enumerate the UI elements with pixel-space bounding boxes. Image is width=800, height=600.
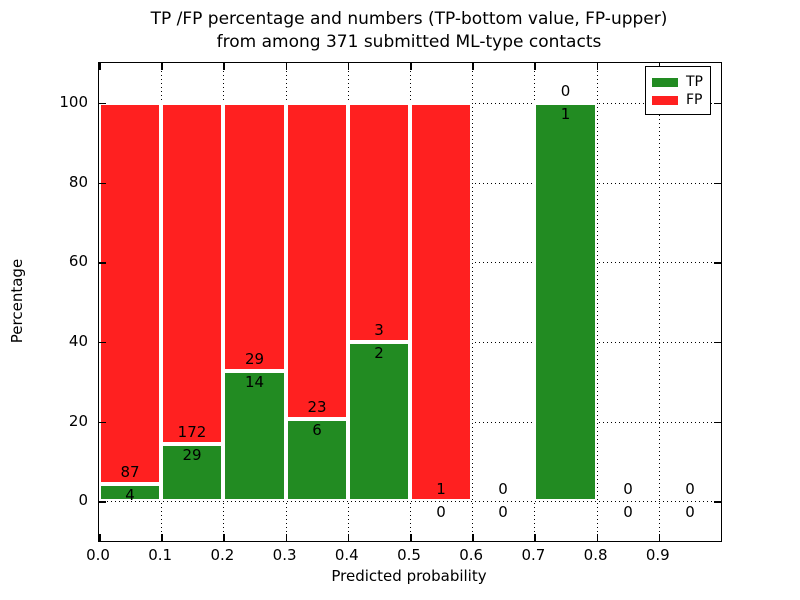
x-tick-mark xyxy=(223,534,225,541)
fp-count-label: 87 xyxy=(120,462,140,481)
tp-bar xyxy=(534,102,597,502)
fp-legend-swatch xyxy=(652,95,678,105)
vertical-gridline xyxy=(472,63,474,541)
legend-item-fp: FP xyxy=(652,92,704,108)
y-tick-label: 0 xyxy=(78,491,88,510)
y-tick-label: 100 xyxy=(59,92,88,111)
y-tick-mark xyxy=(99,262,106,264)
x-tick-mark xyxy=(285,534,288,541)
fp-bar xyxy=(99,102,161,484)
x-tick-label: 0.5 xyxy=(397,546,421,564)
x-tick-mark xyxy=(161,534,163,541)
tp-count-label: 0 xyxy=(685,503,695,522)
fp-bar xyxy=(223,102,286,372)
tp-count-label: 4 xyxy=(125,485,135,504)
x-tick-label: 0.1 xyxy=(148,546,173,564)
x-tick-mark-top xyxy=(161,63,163,70)
tp-count-label: 0 xyxy=(436,503,446,522)
x-tick-mark-top xyxy=(534,63,536,70)
fp-bar xyxy=(348,102,410,342)
y-tick-mark xyxy=(99,102,106,105)
x-tick-label: 0.9 xyxy=(645,546,670,564)
x-tick-label: 0.6 xyxy=(459,546,484,564)
y-tick-mark xyxy=(99,182,106,184)
fp-count-label: 1 xyxy=(436,480,446,499)
fp-count-label: 23 xyxy=(307,397,327,416)
y-tick-mark xyxy=(99,501,106,503)
x-tick-mark-top xyxy=(223,63,225,70)
tp-count-label: 1 xyxy=(560,104,571,123)
legend-item-tp: TP xyxy=(652,74,704,90)
fp-bar xyxy=(410,102,472,502)
y-tick-label: 80 xyxy=(68,172,88,191)
chart-title-line-1: TP /FP percentage and numbers (TP-bottom… xyxy=(150,9,668,29)
x-tick-mark-top xyxy=(347,63,350,70)
y-axis-label: Percentage xyxy=(8,258,26,344)
fp-count-label: 0 xyxy=(685,480,695,499)
y-tick-mark-right xyxy=(714,262,721,264)
y-tick-mark-right xyxy=(714,421,721,423)
x-tick-label: 0.8 xyxy=(583,546,608,564)
fp-count-label: 0 xyxy=(560,81,571,100)
fp-count-label: 0 xyxy=(498,480,508,499)
tp-legend-label: TP xyxy=(686,74,703,90)
x-tick-label: 0.4 xyxy=(334,546,359,564)
chart-title-line-2: from among 371 submitted ML-type contact… xyxy=(216,32,602,52)
plot-area: 87 4 172 29 29 14 23 6 3 2 1 0 0 0 0 1 0 0 0 0 xyxy=(98,62,722,542)
x-tick-mark xyxy=(658,534,661,541)
x-tick-mark xyxy=(472,534,474,541)
x-tick-mark xyxy=(99,534,101,541)
tp-count-label: 2 xyxy=(374,343,384,362)
x-tick-label: 0.2 xyxy=(210,546,235,564)
vertical-gridline xyxy=(658,63,660,541)
x-tick-mark xyxy=(534,534,536,541)
x-tick-mark-top xyxy=(99,63,101,70)
y-tick-mark xyxy=(99,341,106,344)
fp-bar xyxy=(161,102,223,444)
x-tick-mark xyxy=(347,534,350,541)
tp-bar xyxy=(161,443,223,502)
fp-count-label: 0 xyxy=(623,480,633,499)
x-tick-mark-top xyxy=(596,63,599,70)
vertical-gridline xyxy=(596,63,598,541)
tp-count-label: 14 xyxy=(244,373,265,392)
fp-bar xyxy=(286,102,348,419)
tp-count-label: 0 xyxy=(623,503,633,522)
y-tick-mark xyxy=(99,421,106,423)
x-tick-label: 0.7 xyxy=(521,546,546,564)
tp-legend-swatch xyxy=(652,77,678,87)
y-tick-label: 60 xyxy=(68,252,88,271)
x-tick-mark xyxy=(596,534,599,541)
y-tick-mark-right xyxy=(714,501,721,503)
fp-count-label: 172 xyxy=(177,422,207,441)
x-tick-mark-top xyxy=(285,63,288,70)
tp-count-label: 29 xyxy=(182,445,202,464)
y-tick-mark-right xyxy=(714,182,721,184)
x-tick-mark-top xyxy=(472,63,474,70)
tp-bar xyxy=(286,418,348,502)
tp-bar xyxy=(348,341,410,502)
tp-count-label: 6 xyxy=(312,420,322,439)
legend: TP FP xyxy=(645,66,711,115)
x-tick-mark-top xyxy=(410,63,412,70)
tp-bar xyxy=(99,483,161,502)
tp-count-label: 0 xyxy=(498,503,508,522)
y-tick-mark-right xyxy=(714,102,721,105)
x-axis-label: Predicted probability xyxy=(331,567,487,585)
y-tick-mark-right xyxy=(714,341,721,344)
tp-bar xyxy=(223,371,286,502)
fp-count-label: 3 xyxy=(374,320,384,339)
fp-legend-label: FP xyxy=(686,92,703,108)
fp-count-label: 29 xyxy=(244,350,265,369)
y-tick-label: 20 xyxy=(68,411,88,430)
y-tick-label: 40 xyxy=(68,331,88,350)
x-tick-mark xyxy=(410,534,412,541)
x-tick-label: 0.3 xyxy=(272,546,297,564)
x-tick-label: 0.0 xyxy=(86,546,110,564)
